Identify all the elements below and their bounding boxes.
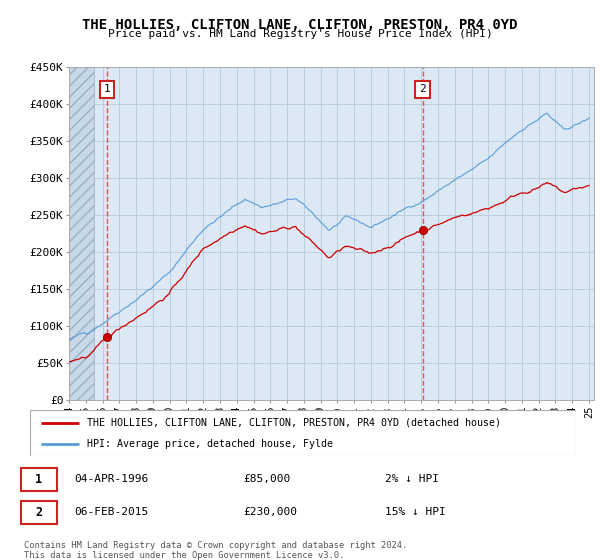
Text: THE HOLLIES, CLIFTON LANE, CLIFTON, PRESTON, PR4 0YD: THE HOLLIES, CLIFTON LANE, CLIFTON, PRES… <box>82 18 518 32</box>
Text: Price paid vs. HM Land Registry's House Price Index (HPI): Price paid vs. HM Land Registry's House … <box>107 29 493 39</box>
Text: 1: 1 <box>104 85 110 95</box>
Text: 04-APR-1996: 04-APR-1996 <box>74 474 149 484</box>
Text: £85,000: £85,000 <box>244 474 291 484</box>
Text: 2: 2 <box>35 506 43 519</box>
Text: £230,000: £230,000 <box>244 507 298 517</box>
Text: Contains HM Land Registry data © Crown copyright and database right 2024.
This d: Contains HM Land Registry data © Crown c… <box>24 541 407 560</box>
Text: HPI: Average price, detached house, Fylde: HPI: Average price, detached house, Fyld… <box>88 439 334 449</box>
Text: 2: 2 <box>419 85 426 95</box>
Text: THE HOLLIES, CLIFTON LANE, CLIFTON, PRESTON, PR4 0YD (detached house): THE HOLLIES, CLIFTON LANE, CLIFTON, PRES… <box>88 418 502 428</box>
FancyBboxPatch shape <box>21 501 58 524</box>
Text: 15% ↓ HPI: 15% ↓ HPI <box>385 507 445 517</box>
Text: 2% ↓ HPI: 2% ↓ HPI <box>385 474 439 484</box>
Text: 1: 1 <box>35 473 43 486</box>
Bar <box>69 67 94 400</box>
Text: 06-FEB-2015: 06-FEB-2015 <box>74 507 149 517</box>
FancyBboxPatch shape <box>21 468 58 491</box>
